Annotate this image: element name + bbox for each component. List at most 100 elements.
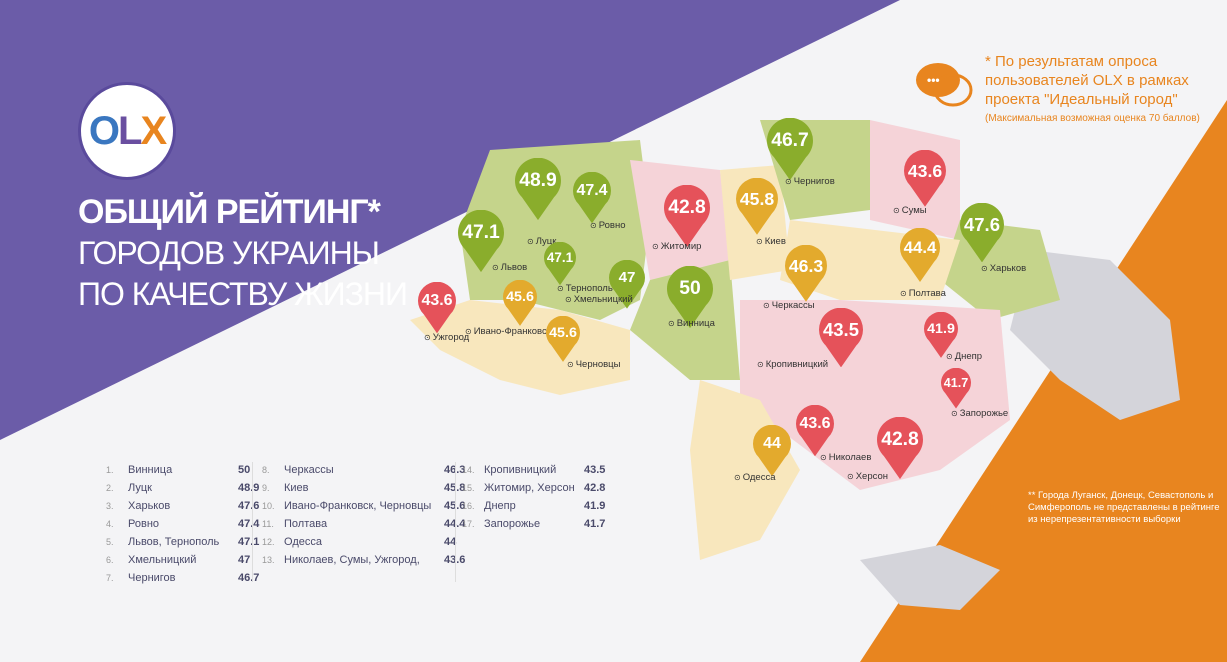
ranking-row: 3. Харьков 47.6 — [106, 497, 259, 515]
ranking-row: 5. Львов, Тернополь 47.1 — [106, 533, 259, 551]
ranking-row: 11. Полтава 44.4 — [262, 515, 465, 533]
ranking-row: 8. Черкассы 46.3 — [262, 461, 465, 479]
map-pin: 43.6 — [904, 150, 946, 207]
map-pin: 45.6 — [546, 316, 580, 362]
city-label: Львов — [492, 262, 527, 273]
map-pin: 43.6 — [796, 405, 834, 457]
rank-city: Черкассы — [284, 464, 334, 476]
map-marker-icon — [767, 118, 813, 181]
rank-city: Харьков — [128, 500, 171, 512]
pin-score: 47.6 — [964, 214, 1000, 235]
pin-score: 43.6 — [421, 292, 453, 309]
map-pin: 45.8 — [736, 178, 778, 235]
title-line-2: ГОРОДОВ УКРАИНЫ — [78, 235, 380, 271]
map-pin: 43.5 — [819, 308, 863, 368]
rank-number: 4. — [106, 519, 114, 529]
map-pin: 43.6 — [418, 282, 456, 334]
rank-city: Хмельницкий — [128, 554, 197, 566]
city-label: Херсон — [847, 471, 888, 482]
pin-score: 41.7 — [943, 376, 969, 390]
map-pin: 44.4 — [900, 228, 940, 282]
city-label: Харьков — [981, 263, 1026, 274]
city-label: Сумы — [893, 205, 927, 216]
map-marker-icon — [573, 172, 611, 224]
map-pin: 46.7 — [767, 118, 813, 181]
city-label: Тернополь — [557, 283, 613, 294]
map-marker-icon — [924, 312, 958, 358]
rank-city: Львов, Тернополь — [128, 536, 220, 548]
city-label: Луцк — [527, 236, 557, 247]
map-marker-icon — [546, 316, 580, 362]
rank-number: 1. — [106, 465, 114, 475]
rank-number: 6. — [106, 555, 114, 565]
city-label: Одесса — [734, 472, 776, 483]
pin-score: 43.5 — [823, 319, 859, 340]
ranking-row: 4. Ровно 47.4 — [106, 515, 259, 533]
pin-score: 44 — [763, 435, 781, 452]
city-label: Николаев — [820, 452, 872, 463]
rank-number: 15. — [462, 483, 475, 493]
divider — [455, 462, 456, 582]
rank-score: 47.6 — [238, 500, 260, 512]
ranking-row: 7. Чернигов 46.7 — [106, 569, 259, 587]
city-label: Житомир — [652, 241, 702, 252]
survey-note: * По результатам опроса пользователей OLX… — [985, 53, 1200, 124]
rank-score: 47.1 — [238, 536, 260, 548]
rank-score: 46.3 — [444, 464, 465, 476]
rank-city: Винница — [128, 464, 173, 476]
pin-score: 45.8 — [739, 189, 775, 209]
rank-number: 14. — [462, 465, 475, 475]
map-pin: 47 — [609, 260, 645, 309]
map-marker-icon — [900, 228, 940, 282]
city-label: Ужгород — [424, 332, 470, 343]
city-label: Кропивницкий — [757, 359, 828, 370]
map-pin: 46.3 — [785, 245, 827, 302]
map-pin: 41.7 — [941, 368, 971, 409]
city-label: Ровно — [590, 220, 626, 231]
ranking-row: 12. Одесса 44 — [262, 533, 465, 551]
ranking-row: 15. Житомир, Херсон 42.8 — [462, 479, 605, 497]
rank-score: 43.6 — [444, 554, 465, 566]
map-marker-icon — [904, 150, 946, 207]
region-crimea — [860, 545, 1000, 610]
rank-city: Ивано-Франковск, Черновцы — [284, 500, 432, 512]
ranking-row: 17. Запорожье 41.7 — [462, 515, 605, 533]
ranking-column: 8. Черкассы 46.3 9. Киев 45.8 10. Ивано-Франков… — [262, 461, 465, 569]
map-marker-icon — [515, 158, 561, 221]
rank-number: 13. — [262, 555, 275, 565]
map-marker-icon — [609, 260, 645, 309]
map-pin: 47.6 — [960, 203, 1004, 263]
pin-score: 47.1 — [462, 222, 500, 243]
ranking-row: 14. Кропивницкий 43.5 — [462, 461, 605, 479]
map-marker-icon — [941, 368, 971, 409]
ranking-column: 1. Винница 50 2. Луцк 48.9 3. Харьков 47.6 4. Ровн… — [106, 461, 259, 587]
ranking-row: 1. Винница 50 — [106, 461, 259, 479]
map-marker-icon — [785, 245, 827, 302]
map-marker-icon — [819, 308, 863, 368]
ranking-row: 10. Ивано-Франковск, Черновцы 45.6 — [262, 497, 465, 515]
rank-score: 48.9 — [238, 482, 260, 494]
map-marker-icon — [960, 203, 1004, 263]
rank-city: Житомир, Херсон — [484, 482, 575, 494]
pin-score: 44.4 — [903, 238, 937, 257]
rank-score: 45.8 — [444, 482, 465, 494]
pin-score: 45.6 — [549, 325, 577, 341]
rank-city: Киев — [284, 482, 309, 494]
pin-score: 43.6 — [799, 415, 831, 432]
rank-score: 46.7 — [238, 572, 260, 584]
rank-city: Запорожье — [484, 518, 541, 530]
city-label: Запорожье — [951, 408, 1009, 419]
map-marker-icon — [503, 280, 537, 326]
rank-score: 41.9 — [584, 500, 606, 512]
divider — [252, 462, 253, 582]
pin-score: 43.6 — [907, 161, 943, 181]
rank-number: 11. — [262, 519, 274, 529]
ranking-row: 6. Хмельницкий 47 — [106, 551, 259, 569]
pin-score: 42.8 — [881, 429, 919, 450]
map-marker-icon — [544, 242, 576, 286]
city-label: Хмельницкий — [565, 294, 633, 305]
rank-score: 41.7 — [584, 518, 606, 530]
city-label: Винница — [668, 318, 715, 329]
rank-score: 44 — [444, 536, 457, 548]
